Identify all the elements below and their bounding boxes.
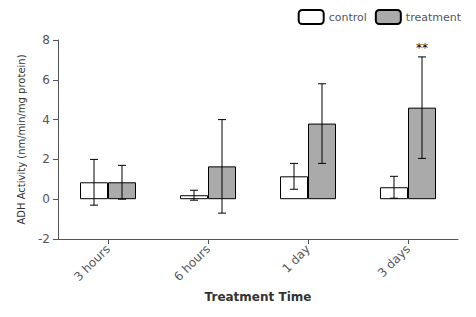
svg-text:0: 0 <box>42 192 50 206</box>
svg-text:6: 6 <box>42 73 50 87</box>
svg-text:treatment: treatment <box>406 11 462 24</box>
svg-text:ADH Activity (nm/min/mg protei: ADH Activity (nm/min/mg protein) <box>16 54 27 224</box>
svg-text:3 hours: 3 hours <box>71 242 113 284</box>
svg-text:6 hours: 6 hours <box>171 242 213 284</box>
svg-text:4: 4 <box>42 113 50 127</box>
svg-text:8: 8 <box>42 33 50 47</box>
svg-text:-2: -2 <box>38 232 50 246</box>
svg-text:Treatment Time: Treatment Time <box>205 290 312 304</box>
svg-text:control: control <box>329 11 367 24</box>
svg-text:3 days: 3 days <box>375 242 413 280</box>
svg-text:**: ** <box>416 41 428 55</box>
svg-text:2: 2 <box>42 152 50 166</box>
svg-text:1 day: 1 day <box>279 242 313 276</box>
